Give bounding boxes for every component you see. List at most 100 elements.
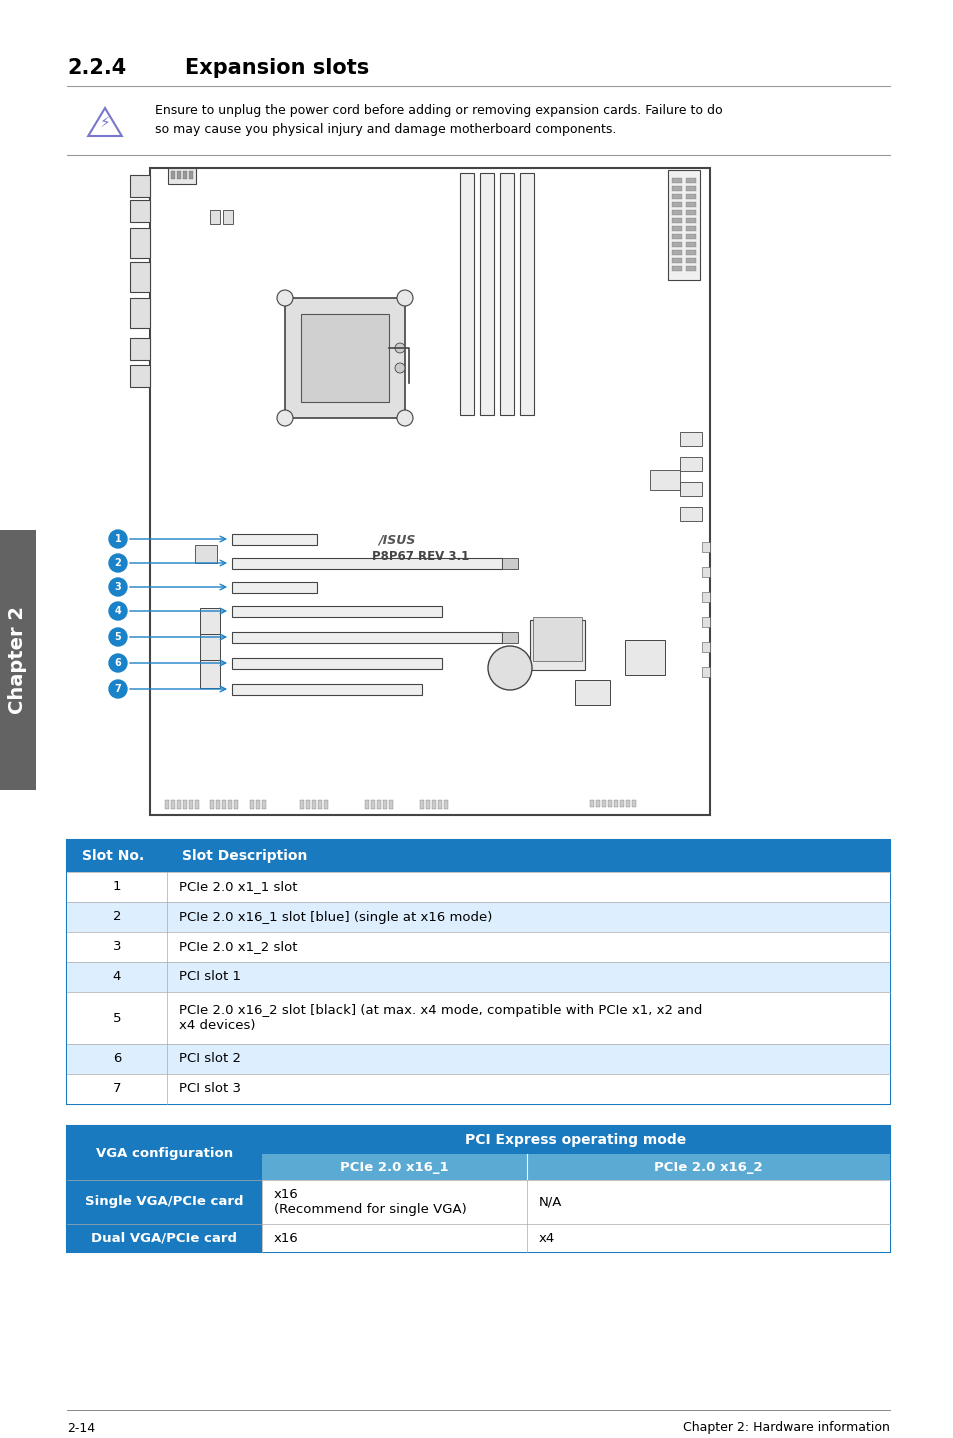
Bar [67,1074,889,1104]
Circle shape [395,362,405,372]
Bar [437,800,441,810]
Bar [130,175,150,197]
Bar [619,800,623,807]
Bar [232,582,316,592]
Bar [671,186,681,191]
Bar [625,800,629,807]
Text: 4: 4 [114,605,121,615]
Bar [701,617,709,627]
Bar [262,1224,526,1252]
Bar [67,840,889,871]
Text: PCIe 2.0 x1_1 slot: PCIe 2.0 x1_1 slot [179,880,297,893]
Bar [685,226,696,232]
Bar [671,242,681,247]
Bar [519,173,534,416]
Bar [701,667,709,677]
Bar [601,800,605,807]
Bar [667,170,700,280]
Text: Slot Description: Slot Description [182,848,307,863]
Bar [232,533,316,545]
Text: 5: 5 [112,1011,121,1024]
Bar [177,171,181,178]
Bar [0,531,36,789]
Text: PCI slot 1: PCI slot 1 [179,971,241,984]
Bar [306,800,310,810]
Bar [432,800,436,810]
Circle shape [109,554,127,572]
Bar [262,800,266,810]
Bar [685,242,696,247]
Circle shape [276,410,293,426]
Bar [419,800,423,810]
Circle shape [276,290,293,306]
Bar [232,558,501,569]
Text: 4: 4 [112,971,121,984]
Bar [223,210,233,224]
Bar [324,800,328,810]
Text: Slot No.: Slot No. [82,848,144,863]
Bar [232,605,441,617]
Bar [671,250,681,255]
Bar [596,800,599,807]
Text: 7: 7 [112,1083,121,1096]
Bar [233,800,237,810]
Bar [200,634,220,661]
Circle shape [488,646,532,690]
Bar [671,194,681,198]
Bar [250,800,253,810]
Bar [685,234,696,239]
Bar [130,200,150,221]
Text: 2: 2 [114,558,121,568]
Bar [685,178,696,183]
Text: N/A: N/A [538,1195,561,1208]
Bar [232,631,501,643]
Bar [671,257,681,263]
Bar [701,567,709,577]
Bar [365,800,369,810]
Bar [194,545,216,564]
Text: 3: 3 [114,582,121,592]
Text: P8P67 REV 3.1: P8P67 REV 3.1 [372,551,469,564]
Bar [671,219,681,223]
Bar [194,800,199,810]
Bar [614,800,618,807]
Text: 2.2.4: 2.2.4 [67,58,126,78]
Text: 2: 2 [112,910,121,923]
Bar [530,620,584,670]
Text: PCIe 2.0 x16_1: PCIe 2.0 x16_1 [340,1160,448,1173]
Bar [130,365,150,387]
Bar [210,210,220,224]
Bar [671,266,681,270]
Bar [607,800,612,807]
Bar [232,684,421,695]
Bar [649,470,679,490]
Bar [533,617,581,661]
Bar [312,800,315,810]
Text: x16: x16 [274,1231,298,1244]
Text: VGA configuration: VGA configuration [96,1146,233,1159]
Bar [526,1181,889,1224]
Text: 7: 7 [114,684,121,695]
Bar [210,800,213,810]
Bar [67,902,889,932]
Bar [685,257,696,263]
Text: 6: 6 [112,1053,121,1066]
Circle shape [109,628,127,646]
Bar [479,173,494,416]
Bar [200,608,220,636]
Bar [701,641,709,651]
Circle shape [395,344,405,352]
Text: 1: 1 [112,880,121,893]
Bar [262,1181,526,1224]
Text: PCI slot 3: PCI slot 3 [179,1083,241,1096]
Text: ⚡: ⚡ [99,115,111,129]
Bar [671,234,681,239]
Bar [177,800,181,810]
Bar [499,173,514,416]
Text: Single VGA/PCIe card: Single VGA/PCIe card [85,1195,244,1208]
Bar [255,800,260,810]
Bar [130,298,150,328]
Bar [171,171,174,178]
Bar [671,226,681,232]
Text: Chapter 2: Chapter 2 [9,605,28,715]
